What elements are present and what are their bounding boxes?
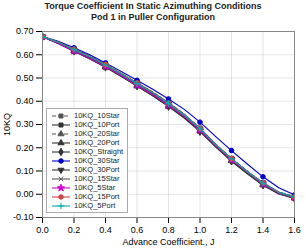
svg-text:0.0: 0.0 — [36, 225, 49, 235]
html-text:10KQ_15Star: 10KQ_15Star — [74, 174, 120, 183]
html-text:10KQ_5Star: 10KQ_5Star — [74, 183, 116, 192]
html-text:10KQ_20Port: 10KQ_20Port — [74, 138, 120, 147]
html-text:10KQ_20Star: 10KQ_20Star — [74, 129, 120, 138]
svg-text:0.2: 0.2 — [68, 225, 81, 235]
html-text:10KQ_30Port: 10KQ_30Port — [74, 165, 120, 174]
svg-text:0.60: 0.60 — [16, 50, 34, 60]
svg-text:1.0: 1.0 — [194, 225, 207, 235]
html-text:10KQ_10Star: 10KQ_10Star — [74, 111, 120, 120]
svg-text:0.20: 0.20 — [16, 143, 34, 153]
svg-text:1.4: 1.4 — [257, 225, 270, 235]
svg-text:Advance Coefficient., J: Advance Coefficient., J — [123, 237, 215, 247]
html-text:Pod 1 in Puller Configuration: Pod 1 in Puller Configuration — [91, 12, 215, 22]
html-text:Torque Coefficient In Static A: Torque Coefficient In Static Azimuthing … — [44, 1, 262, 11]
html-text:10KQ_Straight: 10KQ_Straight — [74, 147, 124, 156]
svg-text:-0.10: -0.10 — [13, 212, 34, 222]
html-text:10KQ_15Port: 10KQ_15Port — [74, 192, 120, 201]
html-text:10KQ_30Star: 10KQ_30Star — [74, 156, 120, 165]
svg-text:10KQ: 10KQ — [2, 113, 12, 136]
svg-text:0.30: 0.30 — [16, 119, 34, 129]
svg-text:0.40: 0.40 — [16, 96, 34, 106]
svg-text:0.70: 0.70 — [16, 26, 34, 36]
svg-text:0.6: 0.6 — [131, 225, 144, 235]
svg-text:0.10: 0.10 — [16, 166, 34, 176]
svg-text:0.8: 0.8 — [162, 225, 175, 235]
svg-text:0.4: 0.4 — [99, 225, 112, 235]
svg-text:0.00: 0.00 — [16, 189, 34, 199]
svg-text:0.50: 0.50 — [16, 73, 34, 83]
html-text:10KQ_10Port: 10KQ_10Port — [74, 120, 120, 129]
html-text:10KQ_5Port: 10KQ_5Port — [74, 201, 116, 210]
svg-text:1.6: 1.6 — [288, 225, 301, 235]
svg-text:1.2: 1.2 — [225, 225, 238, 235]
